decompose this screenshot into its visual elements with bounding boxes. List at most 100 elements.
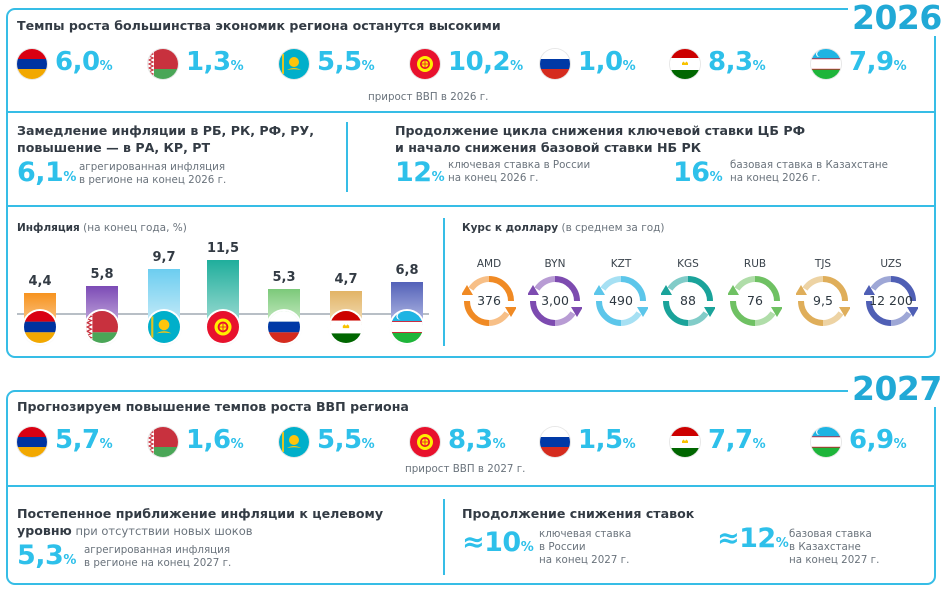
russia-rate-note-2026: ключевая ставка в России на конец 2026 г… (448, 159, 590, 185)
gdp-unit: % (99, 58, 113, 74)
kazakhstan-base-rate-2026: 16% (673, 157, 723, 193)
russia-flag-icon (540, 427, 570, 457)
gdp-value: 7,9% (849, 46, 907, 82)
gdp-value: 5,7% (55, 424, 113, 460)
kz-rate-unit: % (775, 536, 789, 551)
rates-heading-line1: Продолжение цикла снижения ключевой став… (395, 123, 806, 138)
gdp-value: 1,6% (186, 424, 244, 460)
kz-rate-unit: % (709, 170, 723, 185)
currency-rate-value: 3,00 (541, 293, 569, 308)
panel-2027 (6, 390, 936, 585)
divider (8, 485, 934, 487)
uzbekistan-flag-icon (811, 427, 841, 457)
gdp-number: 5,5 (317, 46, 362, 77)
gdp-value: 5,5% (317, 46, 375, 82)
gdp-item: 1,6% (148, 422, 244, 462)
gdp-item: 1,0% (540, 44, 636, 84)
currency-ring: 12 200 (863, 274, 919, 328)
gdp-item: 1,5% (540, 422, 636, 462)
currency-code: KZT (610, 258, 632, 270)
gdp-number: 1,3 (186, 46, 231, 77)
gdp-unit: % (893, 436, 907, 452)
inflation-bar-label: 5,3 (272, 269, 296, 285)
russia-rate-note-line1: ключевая ставка (539, 528, 632, 540)
currency-code: TJS (814, 258, 832, 270)
inflation-chart: 4,4 5,8 9,7 11,5 5,3 4,7 6,8 (0, 0, 440, 360)
gdp-value: 10,2% (448, 47, 523, 82)
gdp-item: 6,9% (811, 422, 907, 462)
gdp-number: 6,0 (55, 46, 100, 77)
gdp-unit: % (752, 436, 766, 452)
inflation-bar-label: 4,7 (334, 272, 358, 288)
gdp-number: 6,9 (849, 424, 894, 455)
gdp-number: 5,7 (55, 424, 100, 455)
russia-flag-icon (540, 49, 570, 79)
gdp-item: 7,7% (670, 422, 766, 462)
kazakhstan-flag-icon (279, 49, 309, 79)
gdp-value: 7,7% (708, 424, 766, 460)
currency-rate-value: 490 (609, 293, 633, 308)
gdp-number: 1,0 (578, 46, 623, 77)
inflation-value-2027: 5,3% (17, 541, 76, 576)
inflation-value-2026: 6,1% (17, 158, 76, 193)
divider (8, 205, 934, 207)
year-2026-label: 2026 (848, 0, 944, 36)
gdp-value: 5,5% (317, 425, 375, 460)
inflation-bar-label: 6,8 (395, 262, 419, 278)
gdp-item: 5,7% (17, 422, 113, 462)
gdp-value: 1,5% (578, 425, 636, 460)
currency-code: RUB (743, 258, 767, 270)
currency-ring: 88 (660, 274, 716, 328)
inflation-note-line2: в регионе на конец 2026 г. (79, 174, 227, 186)
gdp-value: 8,3% (708, 47, 766, 82)
currency-rate-value: 376 (477, 293, 501, 308)
fx-row: AMD 376 BYN 3,00 KZT 490 KGS 88 RUB 76 TJS 9,5 UZS 12… (461, 258, 919, 328)
gdp-value: 1,0% (578, 46, 636, 82)
gdp-unit: % (752, 58, 766, 74)
gdp-item: 5,5% (279, 44, 375, 84)
gdp-caption-2026: прирост ВВП в 2026 г. (368, 91, 489, 103)
exchange-arrows-icon (863, 276, 919, 326)
russia-rate-unit: % (520, 540, 534, 555)
kz-rate-note-line1: базовая ставка в Казахстане (730, 159, 888, 171)
gdp-number: 7,7 (708, 424, 753, 455)
currency-code: BYN (544, 258, 566, 270)
armenia-flag-icon (17, 427, 47, 457)
kz-rate-note-2026: базовая ставка в Казахстане на конец 202… (730, 159, 888, 185)
kz-rate-number: 16 (673, 157, 710, 188)
kz-rate-note-line2: на конец 2026 г. (730, 172, 821, 184)
inflation-heading-line1: Постепенное приближение инфляции к целев… (17, 506, 384, 521)
inflation-chart-subtitle: (на конец года, %) (83, 222, 187, 234)
russia-rate-note-line3: на конец 2027 г. (539, 554, 630, 566)
inflation-unit: % (63, 170, 76, 185)
gdp-number: 8,3 (448, 424, 493, 455)
inflation-note-line1: агрегированная инфляция (79, 161, 226, 173)
gdp-heading-2026: Темпы роста большинства экономик региона… (17, 18, 501, 33)
inflation-chart-title: Инфляция (17, 222, 80, 234)
gdp-unit: % (230, 436, 244, 452)
gdp-number: 7,9 (849, 46, 894, 77)
gdp-number: 1,6 (186, 424, 231, 455)
currency-rate-value: 88 (680, 293, 696, 308)
kyrgyzstan-flag-icon (410, 427, 440, 457)
russia-rate-note-line2: в России (539, 541, 586, 553)
divider (8, 111, 934, 113)
gdp-item: 1,3% (148, 44, 244, 84)
kz-rate-note-line2: в Казахстане (789, 541, 861, 553)
divider (346, 122, 348, 192)
inflation-heading-line1: Замедление инфляции в РБ, РК, РФ, РУ, (17, 123, 315, 138)
gdp-unit: % (893, 58, 907, 74)
gdp-unit: % (99, 436, 113, 452)
currency-ring: 490 (593, 274, 649, 328)
gdp-unit: % (492, 436, 506, 452)
rates-heading-line2: и начало снижения базовой ставки НБ РК (395, 140, 702, 155)
year-2027-label: 2027 (848, 371, 944, 407)
gdp-value: 8,3% (448, 424, 506, 460)
gdp-value: 6,0% (55, 46, 113, 82)
currency-rate-value: 12 200 (869, 293, 913, 308)
kyrgyzstan-flag-icon (410, 49, 440, 79)
gdp-unit: % (230, 58, 244, 74)
kz-rate-number: ≈12 (717, 523, 776, 554)
currency-code: AMD (476, 258, 502, 270)
fx-title: Курс к доллару (462, 222, 559, 234)
